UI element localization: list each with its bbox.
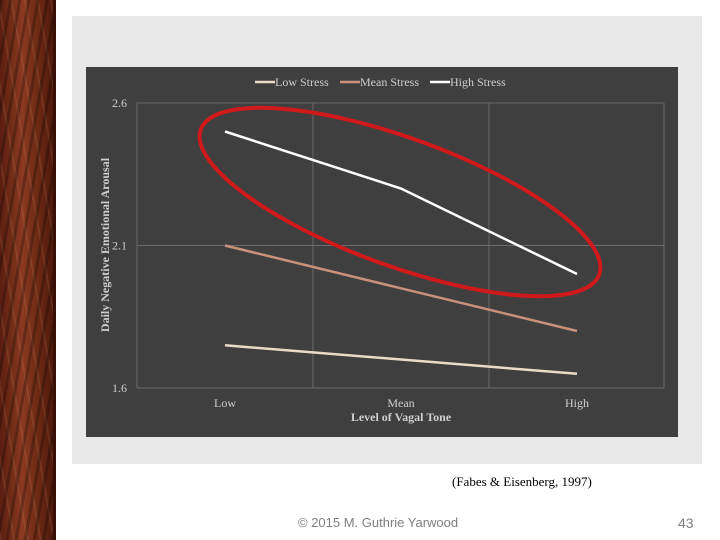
decorative-divider: [53, 0, 56, 540]
legend-label: Low Stress: [275, 75, 329, 89]
y-tick-label: 2.6: [112, 96, 127, 110]
series-line-mean-stress: [224, 244, 578, 333]
legend-label: High Stress: [450, 75, 506, 89]
legend-label: Mean Stress: [360, 75, 419, 89]
x-axis-title: Level of Vagal Tone: [351, 410, 452, 424]
series-line-low-stress: [224, 344, 578, 376]
y-tick-label: 2.1: [112, 239, 127, 253]
highlight-ellipse: [197, 105, 603, 299]
series-line-high-stress: [224, 130, 578, 276]
footer-copyright: © 2015 M. Guthrie Yarwood: [298, 515, 459, 530]
x-tick-label: Low: [214, 396, 236, 410]
decorative-wood-strip: [0, 0, 56, 540]
citation: (Fabes & Eisenberg, 1997): [452, 474, 592, 489]
x-tick-label: High: [565, 396, 589, 410]
y-tick-label: 1.6: [112, 381, 127, 395]
y-axis-title: Daily Negative Emotional Arousal: [98, 157, 112, 332]
page-number: 43: [678, 515, 694, 531]
x-tick-label: Mean: [387, 396, 414, 410]
